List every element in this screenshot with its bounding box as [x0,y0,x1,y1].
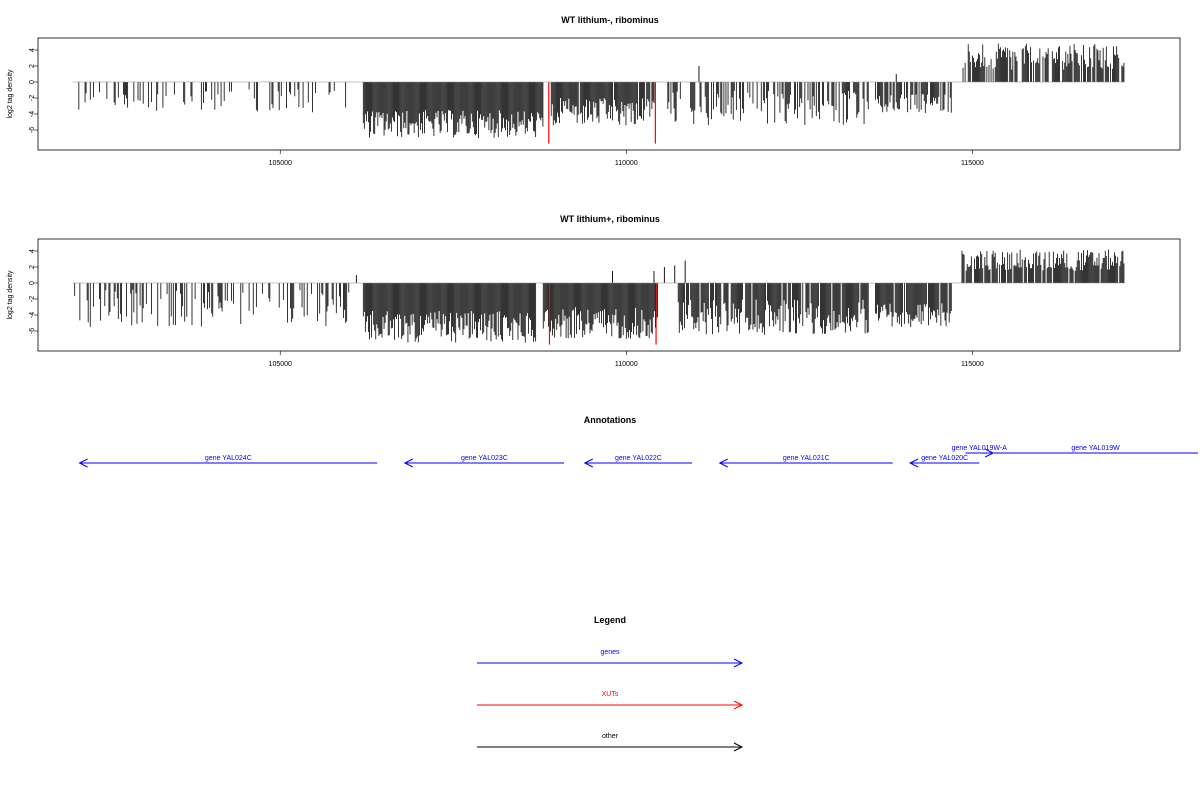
panel-2-bars [74,249,1125,345]
gene-label: gene YAL021C [783,455,830,462]
panel-2-frame [37,238,1181,352]
panel-1-bars [78,43,1125,144]
y-tick-label: -2 [29,95,36,101]
legend-arrow-head [733,658,744,668]
x-tick-label: 110000 [615,160,638,167]
gene-arrow-head-2 [583,458,593,468]
gene-arrow-head-1 [403,458,414,468]
gene-label: gene YAL023C [461,455,508,462]
legend-label-other: other [602,733,619,740]
gene-label: gene YAL020C [921,455,968,462]
panel-2-ylabel: log2 tag density [7,270,14,320]
gene-label: gene YAL024C [205,455,252,462]
panel-1-title: WT lithium-, ribominus [561,15,659,25]
legend-title: Legend [594,615,626,625]
legend-label-genes: genes [600,649,620,656]
legend-label-XUTs: XUTs [602,691,619,698]
x-tick-label: 105000 [269,160,292,167]
y-tick-label: 0 [29,80,36,84]
panel-1-axes: -6 -4 -2 0 2 4 105000 110000 115000 [29,48,1125,167]
y-tick-label: 0 [29,281,36,285]
panel-lithium-plus: WT lithium+, ribominus -6 -4 -2 0 2 4 105000 11… [7,214,1181,368]
panel-1-frame [37,37,1181,151]
gene-arrows: gene YAL024C gene YAL023C gene YAL022C gene… [78,445,1198,468]
gene-arrow-head-4 [908,458,919,468]
y-tick-label: 2 [29,64,36,68]
panel-lithium-minus: WT lithium-, ribominus -6 -4 -2 0 2 4 105000 11… [7,15,1181,167]
x-tick-label: 115000 [961,361,984,368]
x-tick-label: 115000 [961,160,984,167]
legend-items: genes XUTs other [477,649,744,752]
y-tick-label: 4 [29,48,36,52]
gene-label: gene YAL022C [615,455,662,462]
x-tick-label: 105000 [269,361,292,368]
y-tick-label: -2 [29,296,36,302]
gene-label: gene YAL019W-A [952,445,1008,452]
legend: Legend genes XUTs other [477,615,744,752]
y-tick-label: -4 [29,312,36,318]
annotations-track: Annotations gene YAL024C gene YAL023C gene… [78,415,1198,468]
y-tick-label: -6 [29,328,36,334]
gene-label: gene YAL019W [1071,445,1120,452]
annotations-title: Annotations [584,415,637,425]
legend-arrow-head [733,700,744,710]
legend-arrow-head [733,742,744,752]
gene-arrow-head-0 [78,458,88,468]
panel-2-title: WT lithium+, ribominus [560,214,660,224]
y-tick-label: -6 [29,127,36,133]
gene-arrow-head-3 [718,458,728,468]
x-tick-label: 110000 [615,361,638,368]
y-tick-label: 4 [29,249,36,253]
panel-1-ylabel: log2 tag density [7,69,14,119]
y-tick-label: 2 [29,265,36,269]
y-tick-label: -4 [29,111,36,117]
panel-2-axes: -6 -4 -2 0 2 4 105000 110000 115000 [29,249,1125,368]
